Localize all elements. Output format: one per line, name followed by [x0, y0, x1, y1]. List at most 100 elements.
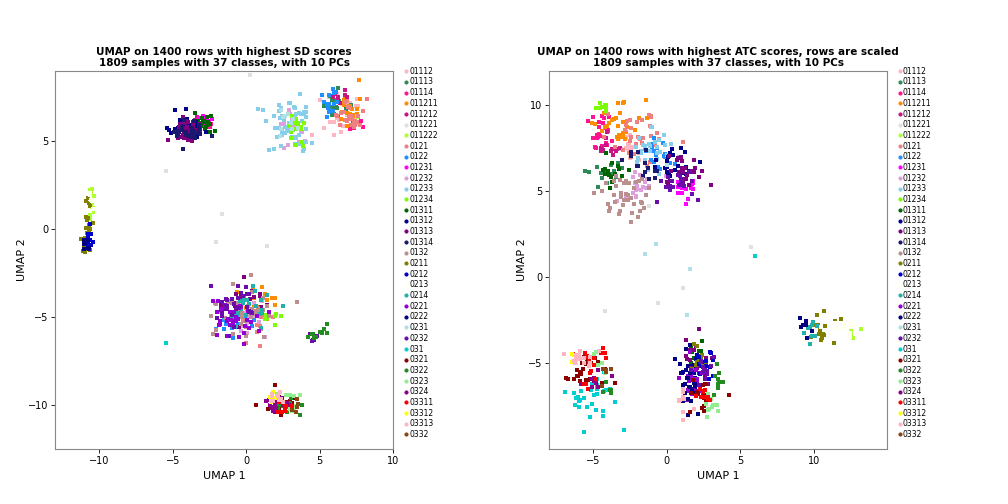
Point — [605, 159, 621, 167]
Point — [685, 156, 702, 164]
Point — [254, 305, 270, 313]
Point — [804, 327, 821, 335]
Point — [322, 100, 338, 108]
Point — [183, 123, 200, 132]
Point — [611, 134, 627, 142]
Point — [230, 293, 246, 301]
Point — [233, 321, 249, 329]
Point — [226, 300, 242, 308]
Point — [269, 393, 285, 401]
Point — [575, 359, 591, 367]
Point — [677, 352, 694, 360]
Point — [588, 120, 604, 128]
Point — [251, 318, 267, 326]
Point — [690, 353, 707, 361]
Point — [589, 381, 605, 389]
Point — [347, 116, 363, 124]
Point — [229, 311, 245, 320]
Point — [246, 300, 262, 308]
Point — [294, 138, 310, 146]
Point — [627, 125, 643, 134]
Point — [197, 119, 213, 127]
Point — [583, 386, 599, 394]
Point — [222, 321, 238, 329]
Point — [186, 109, 203, 117]
Point — [292, 140, 308, 148]
Point — [178, 125, 195, 133]
Point — [232, 302, 248, 310]
Point — [684, 367, 701, 375]
Point — [664, 151, 680, 159]
Point — [185, 131, 202, 139]
Point — [628, 186, 644, 194]
Point — [698, 386, 714, 394]
Point — [673, 175, 689, 183]
Point — [191, 127, 207, 135]
Point — [842, 329, 858, 337]
Point — [594, 359, 610, 367]
Point — [254, 305, 270, 313]
Point — [639, 162, 655, 170]
Title: UMAP on 1400 rows with highest SD scores
1809 samples with 37 classes, with 10 P: UMAP on 1400 rows with highest SD scores… — [97, 47, 352, 69]
Point — [331, 96, 347, 104]
Point — [676, 182, 692, 190]
Point — [691, 369, 708, 377]
Point — [342, 99, 358, 107]
Point — [588, 348, 604, 356]
Point — [258, 397, 274, 405]
Point — [220, 302, 236, 310]
Point — [683, 389, 700, 397]
Point — [170, 134, 186, 142]
Point — [628, 140, 644, 148]
Point — [659, 171, 675, 179]
Point — [664, 151, 680, 159]
Point — [684, 190, 701, 198]
Point — [622, 145, 638, 153]
Point — [184, 132, 201, 140]
Point — [293, 125, 309, 133]
Point — [201, 122, 217, 130]
Point — [283, 116, 299, 124]
Point — [798, 318, 814, 326]
Point — [254, 296, 270, 304]
Point — [684, 180, 701, 188]
Point — [238, 339, 254, 347]
Point — [637, 168, 653, 176]
Point — [86, 192, 102, 200]
Point — [244, 305, 260, 313]
Point — [711, 375, 727, 384]
Point — [623, 150, 639, 158]
Point — [623, 152, 639, 160]
Point — [333, 109, 349, 117]
Point — [287, 408, 303, 416]
Point — [584, 367, 600, 375]
Point — [682, 408, 699, 416]
Point — [253, 324, 269, 332]
Point — [689, 196, 706, 204]
Point — [174, 131, 191, 139]
Point — [798, 321, 814, 329]
Point — [238, 283, 254, 291]
Point — [173, 133, 190, 141]
Point — [681, 180, 698, 188]
Point — [677, 163, 694, 171]
Point — [572, 347, 588, 355]
Point — [608, 172, 624, 180]
Point — [599, 377, 615, 386]
Point — [238, 312, 254, 320]
Point — [225, 321, 241, 329]
Point — [214, 210, 230, 218]
Point — [273, 142, 289, 150]
Point — [286, 123, 302, 131]
Point — [685, 354, 702, 362]
Point — [677, 175, 694, 183]
Point — [604, 159, 620, 167]
Point — [628, 192, 644, 200]
Point — [805, 318, 822, 326]
Point — [76, 245, 92, 253]
Point — [655, 131, 671, 139]
Point — [242, 295, 258, 303]
Point — [698, 398, 714, 406]
Point — [261, 312, 277, 320]
Point — [326, 131, 342, 139]
